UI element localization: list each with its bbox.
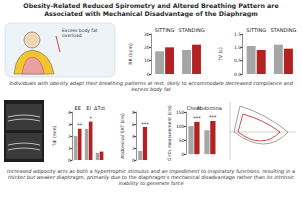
svg-text:Tdi (mm): Tdi (mm) (52, 125, 57, 147)
svg-text:0: 0 (147, 72, 150, 77)
svg-text:Chest: Chest (186, 104, 202, 111)
svg-text:***: *** (193, 115, 201, 121)
svg-text:1.5: 1.5 (234, 32, 241, 37)
svg-text:1: 1 (68, 146, 71, 151)
svg-text:0.5: 0.5 (234, 58, 241, 63)
svg-text:0: 0 (132, 158, 135, 163)
svg-text:0: 0 (182, 152, 185, 157)
svg-text:4: 4 (132, 134, 135, 139)
svg-text:Abdominal: Abdominal (197, 105, 222, 111)
svg-text:Girth measurement (cm): Girth measurement (cm) (167, 105, 172, 161)
svg-text:STANDING: STANDING (179, 27, 205, 33)
svg-text:100: 100 (176, 124, 185, 129)
svg-text:***: *** (141, 121, 149, 127)
svg-text:SITTING: SITTING (246, 27, 266, 33)
svg-text:0.0: 0.0 (234, 72, 241, 77)
svg-text:***: *** (209, 114, 217, 120)
svg-text:30: 30 (144, 32, 150, 37)
svg-text:ΔTdi: ΔTdi (94, 105, 105, 111)
html-text:Obesity-Related Reduced Spirom: Obesity-Related Reduced Spirometry and A… (23, 2, 279, 17)
svg-text:0: 0 (68, 158, 71, 163)
svg-text:20: 20 (144, 45, 150, 50)
svg-text:3: 3 (68, 122, 71, 127)
svg-text:EE: EE (75, 105, 81, 111)
svg-text:8: 8 (132, 110, 135, 115)
svg-text:RR (bpm): RR (bpm) (128, 43, 133, 65)
svg-text:2: 2 (68, 134, 71, 139)
html-text:Individuals with obesity adapt: Individuals with obesity adapt their bre… (9, 80, 293, 92)
svg-text:SITTING: SITTING (155, 27, 175, 33)
svg-text:EI: EI (86, 105, 91, 111)
html-text:Increased adiposity acts as bo: Increased adiposity acts as both a hyper… (6, 168, 296, 186)
svg-text:2: 2 (132, 146, 135, 151)
svg-text:**: ** (77, 122, 83, 128)
svg-text:150: 150 (176, 110, 185, 115)
svg-text:1.0: 1.0 (234, 45, 241, 50)
html-text:Excess body fat overload: Excess body fat overload (62, 28, 98, 38)
svg-text:6: 6 (132, 122, 135, 127)
svg-text:*: * (89, 115, 92, 121)
svg-text:4: 4 (68, 110, 71, 115)
svg-text:TV (L): TV (L) (218, 47, 223, 62)
svg-text:Abdominal SAT (cm): Abdominal SAT (cm) (120, 113, 125, 159)
svg-text:10: 10 (144, 58, 150, 63)
svg-text:STANDING: STANDING (270, 27, 296, 33)
svg-text:50: 50 (179, 138, 185, 143)
